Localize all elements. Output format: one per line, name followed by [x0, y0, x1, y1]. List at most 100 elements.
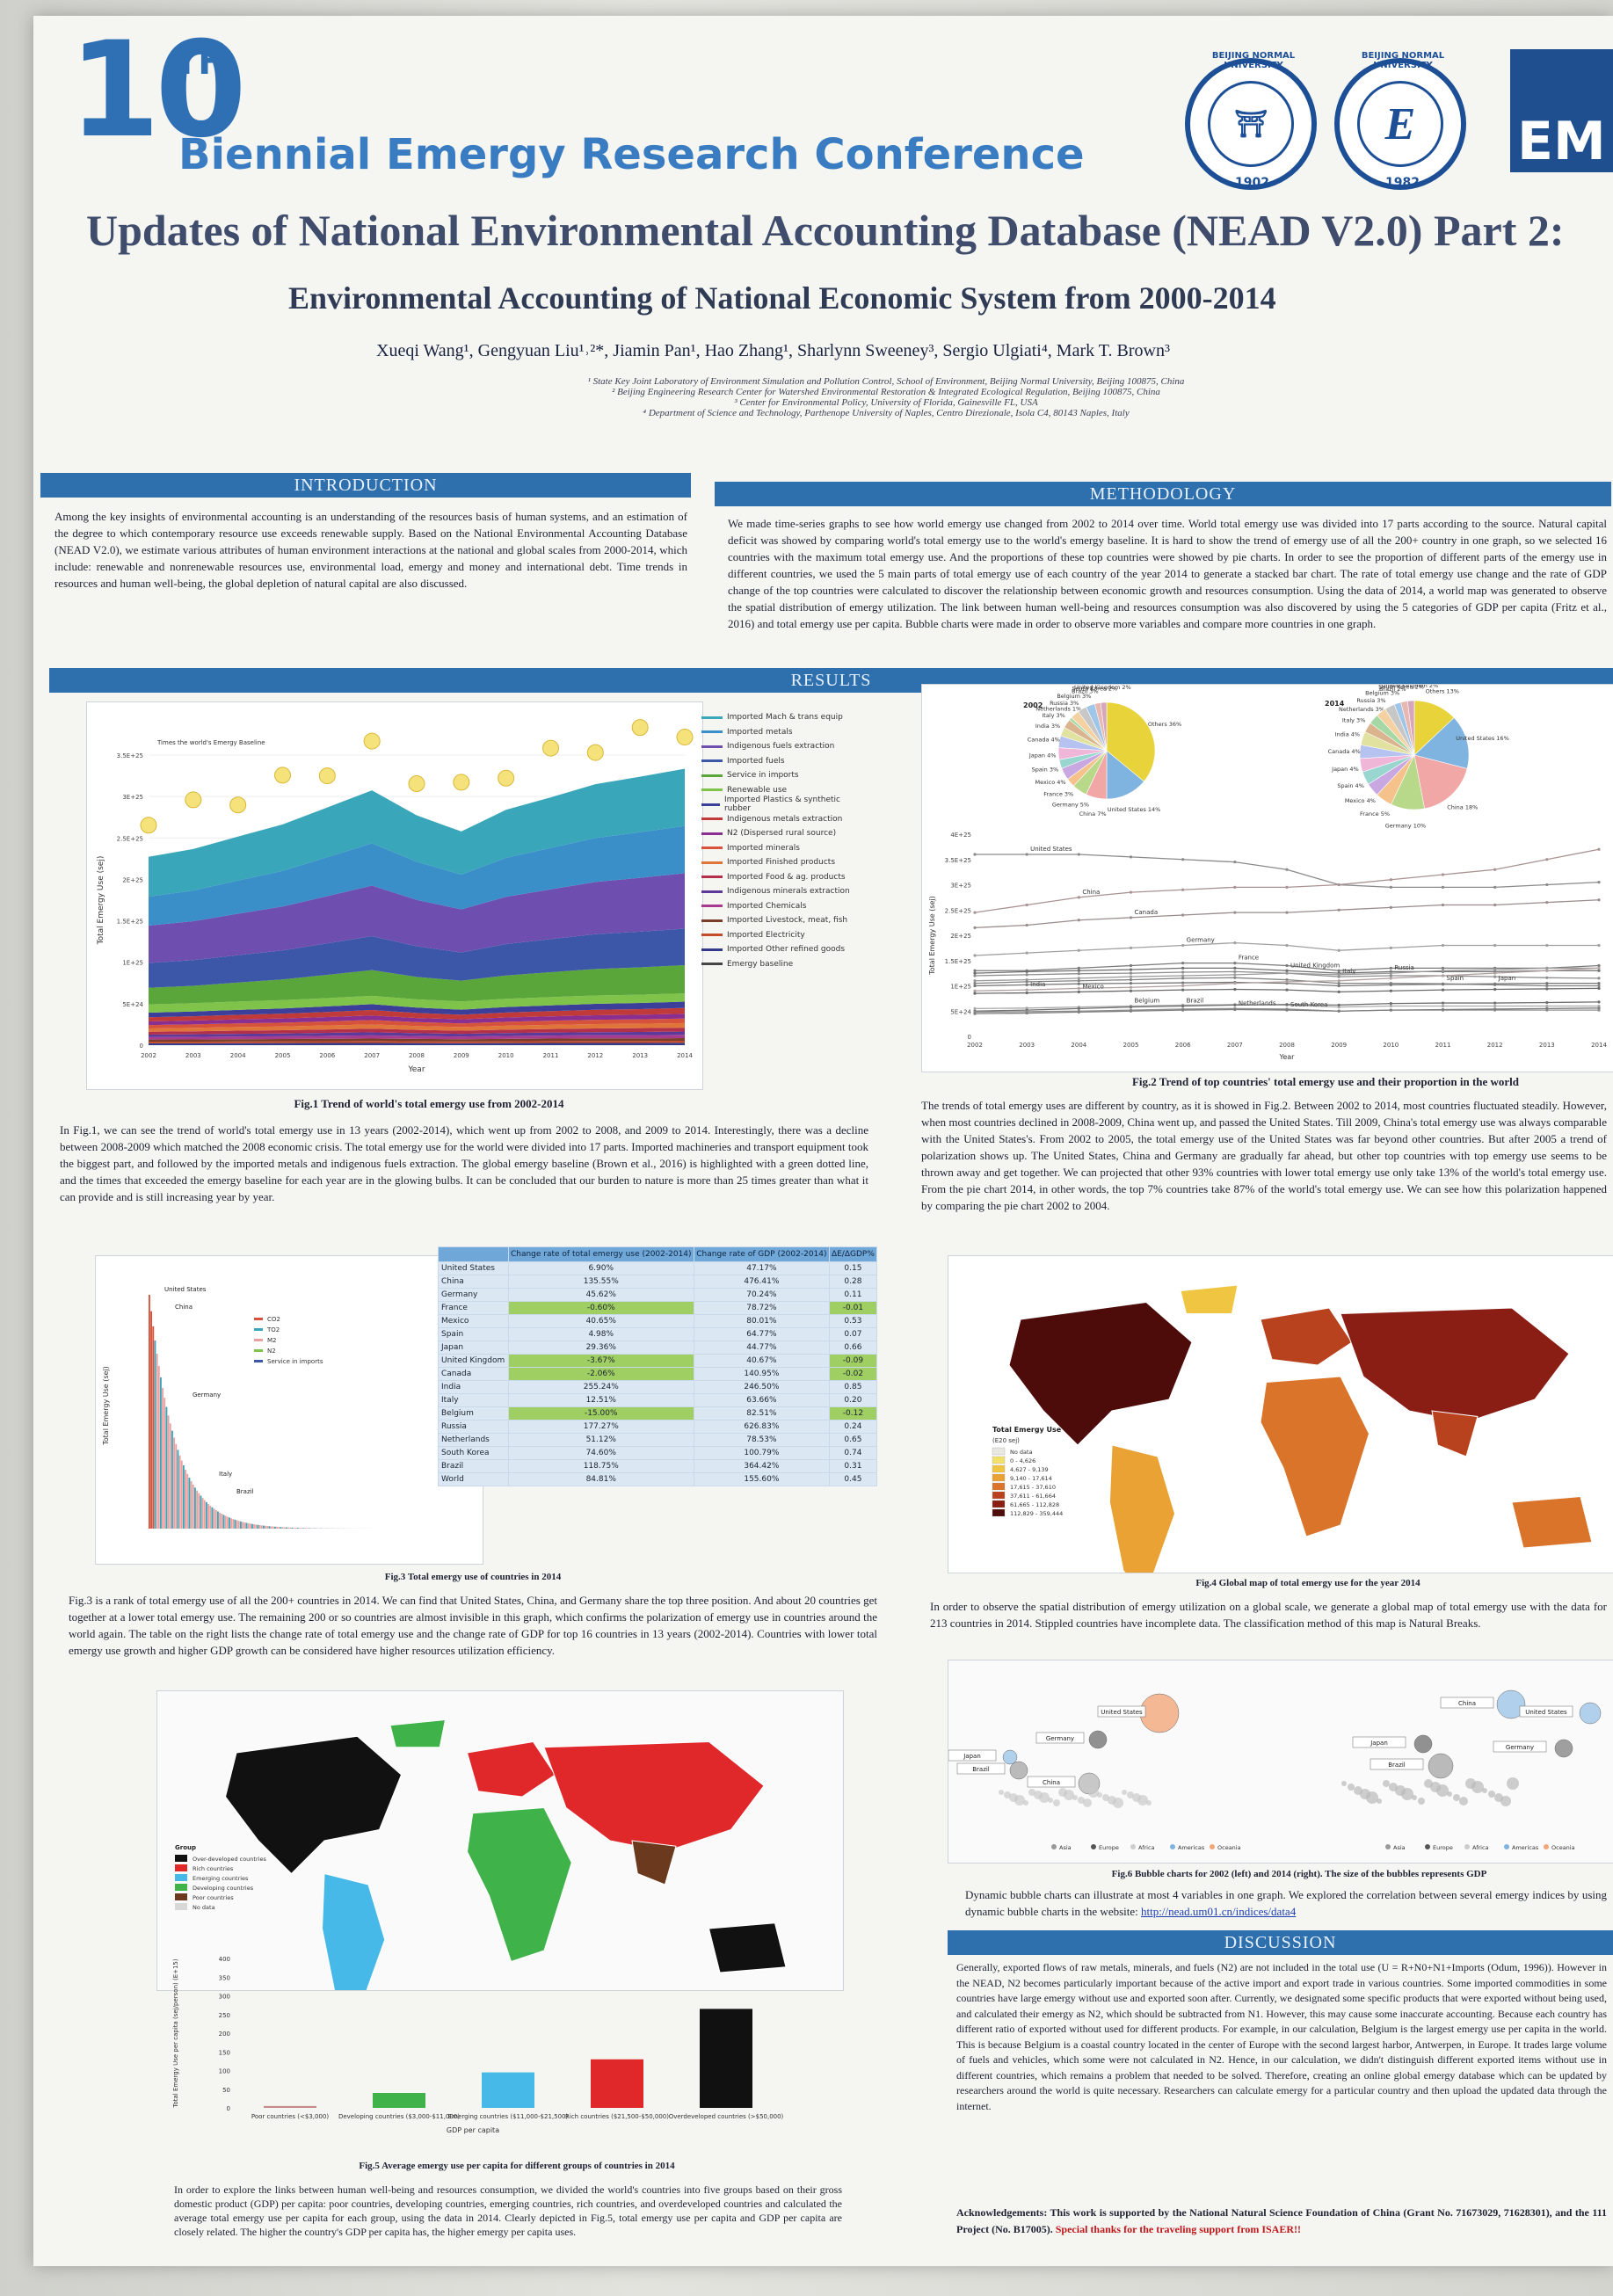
fig2-point — [1077, 986, 1080, 990]
fig6-small-bubble — [1078, 1797, 1085, 1804]
fig1-bulb-icon — [676, 729, 694, 746]
fig6-right-bubble — [1428, 1753, 1454, 1779]
fig3-bar — [221, 1514, 223, 1529]
fig3-legend-swatch — [254, 1339, 263, 1341]
pie-slice-label: United States 14% — [1108, 806, 1161, 813]
fig3-bar — [175, 1443, 178, 1529]
fig3-table-cell: 0.74 — [828, 1446, 878, 1460]
fig1-ytick: 1.5E+25 — [117, 919, 143, 926]
fig1-legend-label: Imported Mach & trans equip — [727, 713, 843, 723]
fig1-area-series — [149, 1041, 685, 1043]
fig1-legend-swatch — [701, 890, 723, 893]
fig2-point — [973, 1012, 977, 1015]
fig2-ytick: 4E+25 — [950, 832, 971, 839]
fig2-line-label: India — [1030, 981, 1045, 988]
fig3-table-cell: China — [438, 1275, 509, 1289]
pie-slice-label: China 18% — [1447, 803, 1478, 810]
fig6-small-bubble — [1401, 1788, 1413, 1800]
fig3-legend-label: CO2 — [267, 1316, 280, 1323]
fig2-point — [1545, 982, 1549, 985]
fig2-point — [1181, 913, 1185, 917]
fig3-bar — [203, 1500, 206, 1529]
fig1-legend-label: Indigenous minerals extraction — [727, 887, 850, 897]
fig2-point — [1285, 943, 1289, 948]
fig3-table-cell: 0.85 — [828, 1380, 878, 1394]
acknowledgement-text: Acknowledgements: This work is supported… — [956, 2206, 1607, 2235]
fig1-caption: Fig.1 Trend of world's total emergy use … — [294, 1097, 564, 1110]
fig3-panel: Total Emergy Use (sej) United States China… — [95, 1255, 483, 1565]
fig6-right-bubble — [1579, 1702, 1602, 1725]
fig1-ytick: 1E+25 — [122, 960, 143, 967]
pie-slice-label: Germany 10% — [1385, 822, 1426, 829]
fig1-xlabel: Year — [407, 1065, 425, 1074]
fig3-table-cell: South Korea — [438, 1446, 509, 1460]
fig2-point — [1389, 974, 1392, 977]
fig4-legend-label: 61,665 - 112,828 — [1010, 1501, 1059, 1508]
fig3-table: Change rate of total emergy use (2002-20… — [438, 1246, 878, 1486]
fig1-legend-swatch — [701, 934, 723, 937]
fig2-point — [1441, 1001, 1445, 1005]
fig3-bar — [160, 1377, 162, 1529]
fig2-ytick: 5E+24 — [950, 1008, 971, 1015]
fig1-legend-item: Indigenous metals extraction — [701, 812, 851, 827]
fig2-point — [1025, 991, 1028, 995]
fig3-table-cell: -0.02 — [828, 1367, 878, 1381]
fig2-point — [973, 979, 977, 983]
fig2-point — [1389, 983, 1392, 986]
fig2-line-series — [974, 848, 1600, 913]
fig2-point — [1129, 982, 1133, 985]
fig3-bar — [206, 1501, 207, 1529]
fig2-point — [1545, 984, 1549, 988]
fig2-point — [1077, 972, 1080, 976]
fig3-table-row: Brazil 118.75% 364.42% 0.31 — [438, 1459, 878, 1473]
fig3-bar — [291, 1527, 294, 1529]
fig3-table-cell: 100.79% — [693, 1446, 830, 1460]
fig2-point — [1493, 1001, 1497, 1005]
fig3-table-cell: 47.17% — [693, 1261, 830, 1275]
pie-slice-label: Netherlands 1% — [1035, 706, 1081, 713]
fig5-map-legend-label: Poor countries — [193, 1894, 234, 1901]
fig2-point — [1545, 943, 1549, 948]
pie-slice — [1100, 701, 1108, 752]
fig3-legend-label: TO2 — [266, 1326, 280, 1333]
fig6-right-label-box — [1440, 1697, 1494, 1709]
fig6-small-bubble — [1023, 1800, 1028, 1806]
fig3-table-cell: -0.09 — [828, 1354, 878, 1368]
fig2-point — [1077, 977, 1080, 980]
fig3-bar — [260, 1525, 263, 1529]
fig3-table-cell: 64.77% — [693, 1327, 830, 1341]
pie-year-label: 2014 — [1325, 700, 1345, 708]
fig6-right-bubble — [1496, 1689, 1526, 1719]
nead-website-link[interactable]: http://nead.um01.cn/indices/data4 — [1141, 1905, 1297, 1918]
fig3-table-header-cell: Change rate of GDP (2002-2014) — [693, 1246, 830, 1262]
fig2-panel: 4E+25 3.5E+25 3E+25 2.5E+25 2E+25 1.5E+25 1E+2… — [921, 682, 1613, 1072]
fig6-legend-label: Africa — [1472, 1844, 1489, 1851]
fig6-legend-dot — [1504, 1844, 1509, 1849]
fig1-area-series — [149, 1022, 685, 1032]
fig3-bar — [268, 1526, 271, 1529]
fig6-small-bubble — [1028, 1789, 1035, 1796]
fig2-point — [1233, 911, 1237, 914]
fig1-legend-label: Imported Chemicals — [727, 901, 807, 911]
fig3-bar — [198, 1493, 200, 1529]
fig2-point — [1441, 966, 1445, 970]
fig2-point — [1389, 977, 1392, 980]
fig2-point — [1233, 1007, 1237, 1012]
fig3-bar — [194, 1487, 196, 1529]
fig2-point — [1077, 1006, 1080, 1010]
fig2-point — [973, 989, 977, 992]
fig6-small-bubble — [1137, 1795, 1148, 1806]
fig1-legend-item: Imported Plastics & synthetic rubber — [701, 796, 851, 813]
fig1-xtick: 2002 — [141, 1052, 156, 1059]
fig1-legend-label: Imported fuels — [727, 756, 785, 766]
fig2-xtick: 2008 — [1279, 1042, 1295, 1049]
fig6-right-label-box — [1370, 1758, 1424, 1770]
fig2-point — [1493, 975, 1497, 978]
fig1-area-series — [149, 768, 685, 897]
fig2-point — [1233, 1003, 1237, 1006]
fig2-point — [1597, 1004, 1601, 1008]
fig2-point — [1285, 988, 1289, 992]
fig4-legend-title: Total Emergy Use — [992, 1426, 1062, 1434]
fig2-xtick: 2011 — [1435, 1042, 1451, 1049]
fig6-right-label-box — [1352, 1736, 1406, 1748]
